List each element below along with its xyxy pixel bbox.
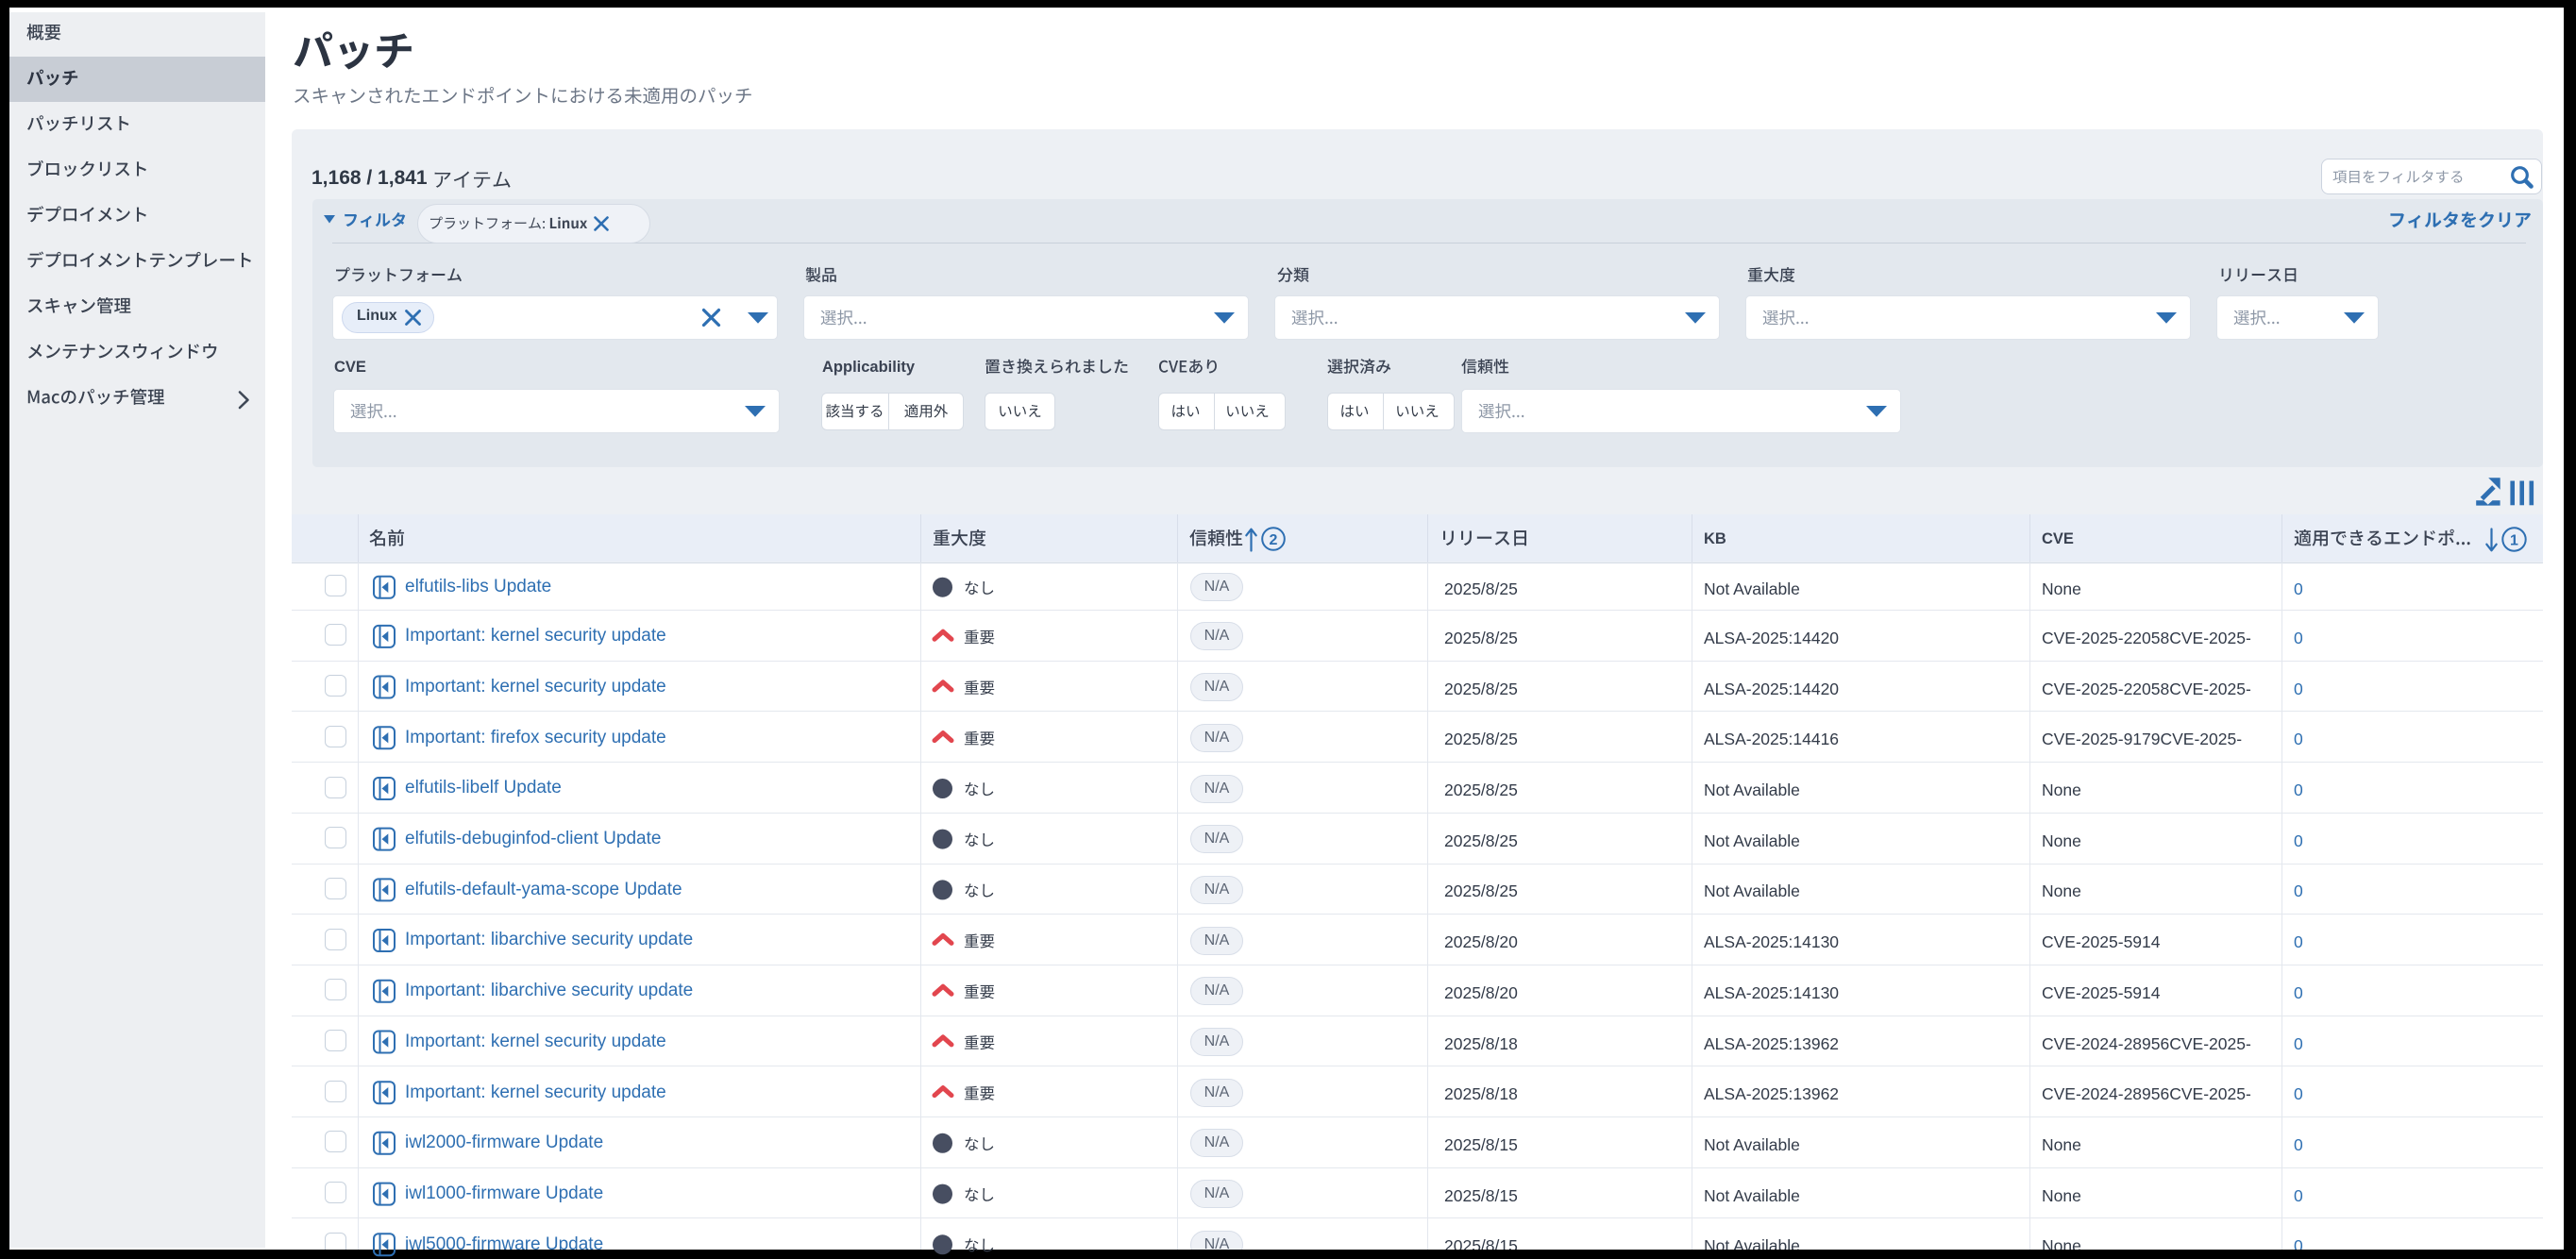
svg-text:2: 2 [1270,532,1278,548]
svg-text:1: 1 [2510,533,2518,549]
